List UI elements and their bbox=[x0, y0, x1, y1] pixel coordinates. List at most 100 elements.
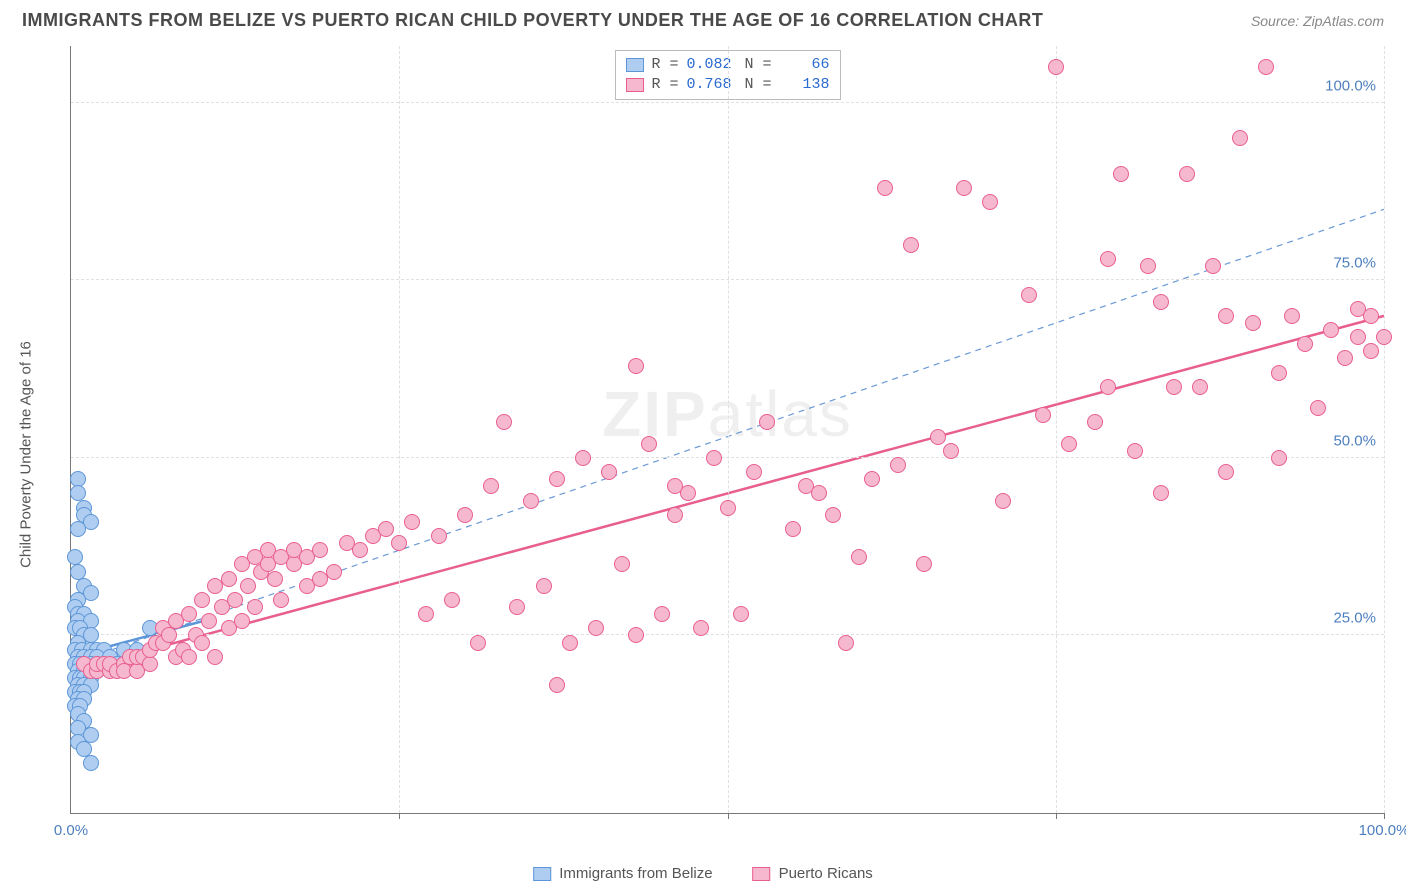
data-point-puerto_ricans bbox=[1113, 166, 1129, 182]
y-tick-label: 50.0% bbox=[1333, 432, 1376, 449]
data-point-puerto_ricans bbox=[562, 635, 578, 651]
data-point-puerto_ricans bbox=[1100, 251, 1116, 267]
data-point-puerto_ricans bbox=[877, 180, 893, 196]
data-point-puerto_ricans bbox=[496, 414, 512, 430]
data-point-puerto_ricans bbox=[1271, 450, 1287, 466]
data-point-puerto_ricans bbox=[614, 556, 630, 572]
swatch-icon bbox=[625, 58, 643, 72]
gridline-v bbox=[399, 46, 400, 813]
data-point-puerto_ricans bbox=[1297, 336, 1313, 352]
data-point-puerto_ricans bbox=[227, 592, 243, 608]
data-point-puerto_ricans bbox=[1100, 379, 1116, 395]
gridline-v bbox=[728, 46, 729, 813]
n-value: 138 bbox=[780, 75, 830, 95]
data-point-puerto_ricans bbox=[352, 542, 368, 558]
data-point-puerto_ricans bbox=[483, 478, 499, 494]
data-point-belize bbox=[83, 755, 99, 771]
data-point-puerto_ricans bbox=[864, 471, 880, 487]
data-point-puerto_ricans bbox=[1140, 258, 1156, 274]
data-point-puerto_ricans bbox=[575, 450, 591, 466]
y-tick-label: 100.0% bbox=[1325, 77, 1376, 94]
data-point-puerto_ricans bbox=[240, 578, 256, 594]
data-point-puerto_ricans bbox=[628, 627, 644, 643]
data-point-puerto_ricans bbox=[161, 627, 177, 643]
data-point-puerto_ricans bbox=[720, 500, 736, 516]
data-point-puerto_ricans bbox=[391, 535, 407, 551]
data-point-puerto_ricans bbox=[667, 507, 683, 523]
data-point-puerto_ricans bbox=[418, 606, 434, 622]
gridline-v bbox=[1056, 46, 1057, 813]
swatch-icon bbox=[625, 78, 643, 92]
data-point-puerto_ricans bbox=[825, 507, 841, 523]
data-point-puerto_ricans bbox=[549, 677, 565, 693]
data-point-puerto_ricans bbox=[956, 180, 972, 196]
data-point-puerto_ricans bbox=[811, 485, 827, 501]
data-point-puerto_ricans bbox=[588, 620, 604, 636]
swatch-icon bbox=[753, 867, 771, 881]
data-point-puerto_ricans bbox=[1061, 436, 1077, 452]
data-point-puerto_ricans bbox=[601, 464, 617, 480]
x-tick-mark bbox=[1384, 813, 1385, 819]
data-point-puerto_ricans bbox=[1258, 59, 1274, 75]
data-point-puerto_ricans bbox=[628, 358, 644, 374]
data-point-puerto_ricans bbox=[890, 457, 906, 473]
n-value: 66 bbox=[780, 55, 830, 75]
data-point-puerto_ricans bbox=[733, 606, 749, 622]
data-point-puerto_ricans bbox=[523, 493, 539, 509]
data-point-puerto_ricans bbox=[903, 237, 919, 253]
data-point-puerto_ricans bbox=[267, 571, 283, 587]
source-label: Source: ZipAtlas.com bbox=[1251, 13, 1384, 29]
data-point-puerto_ricans bbox=[916, 556, 932, 572]
data-point-puerto_ricans bbox=[549, 471, 565, 487]
data-point-puerto_ricans bbox=[509, 599, 525, 615]
data-point-puerto_ricans bbox=[943, 443, 959, 459]
data-point-puerto_ricans bbox=[247, 599, 263, 615]
series-legend: Immigrants from Belize Puerto Ricans bbox=[533, 865, 873, 882]
data-point-puerto_ricans bbox=[1179, 166, 1195, 182]
data-point-puerto_ricans bbox=[1245, 315, 1261, 331]
legend-label: Immigrants from Belize bbox=[559, 865, 712, 882]
x-tick-label: 0.0% bbox=[54, 822, 88, 839]
data-point-puerto_ricans bbox=[1048, 59, 1064, 75]
data-point-puerto_ricans bbox=[746, 464, 762, 480]
data-point-puerto_ricans bbox=[641, 436, 657, 452]
legend-label: Puerto Ricans bbox=[779, 865, 873, 882]
data-point-puerto_ricans bbox=[667, 478, 683, 494]
legend-item: Immigrants from Belize bbox=[533, 865, 712, 882]
swatch-icon bbox=[533, 867, 551, 881]
data-point-puerto_ricans bbox=[457, 507, 473, 523]
x-tick-mark bbox=[728, 813, 729, 819]
data-point-puerto_ricans bbox=[1035, 407, 1051, 423]
data-point-puerto_ricans bbox=[1284, 308, 1300, 324]
data-point-puerto_ricans bbox=[1310, 400, 1326, 416]
data-point-puerto_ricans bbox=[444, 592, 460, 608]
x-tick-mark bbox=[1056, 813, 1057, 819]
x-tick-label: 100.0% bbox=[1359, 822, 1406, 839]
y-tick-label: 25.0% bbox=[1333, 610, 1376, 627]
data-point-puerto_ricans bbox=[1218, 464, 1234, 480]
n-label: N = bbox=[745, 75, 772, 95]
data-point-puerto_ricans bbox=[1337, 350, 1353, 366]
data-point-puerto_ricans bbox=[1363, 308, 1379, 324]
y-axis-label: Child Poverty Under the Age of 16 bbox=[18, 341, 35, 568]
data-point-puerto_ricans bbox=[181, 606, 197, 622]
data-point-puerto_ricans bbox=[1218, 308, 1234, 324]
n-label: N = bbox=[745, 55, 772, 75]
data-point-puerto_ricans bbox=[1087, 414, 1103, 430]
data-point-belize bbox=[70, 521, 86, 537]
data-point-puerto_ricans bbox=[995, 493, 1011, 509]
data-point-puerto_ricans bbox=[654, 606, 670, 622]
data-point-puerto_ricans bbox=[1153, 294, 1169, 310]
data-point-puerto_ricans bbox=[194, 592, 210, 608]
data-point-puerto_ricans bbox=[221, 571, 237, 587]
data-point-puerto_ricans bbox=[536, 578, 552, 594]
data-point-puerto_ricans bbox=[693, 620, 709, 636]
data-point-puerto_ricans bbox=[1323, 322, 1339, 338]
data-point-puerto_ricans bbox=[785, 521, 801, 537]
data-point-puerto_ricans bbox=[181, 649, 197, 665]
data-point-puerto_ricans bbox=[207, 649, 223, 665]
data-point-puerto_ricans bbox=[1192, 379, 1208, 395]
r-value: 0.768 bbox=[687, 75, 737, 95]
data-point-puerto_ricans bbox=[1153, 485, 1169, 501]
data-point-puerto_ricans bbox=[431, 528, 447, 544]
